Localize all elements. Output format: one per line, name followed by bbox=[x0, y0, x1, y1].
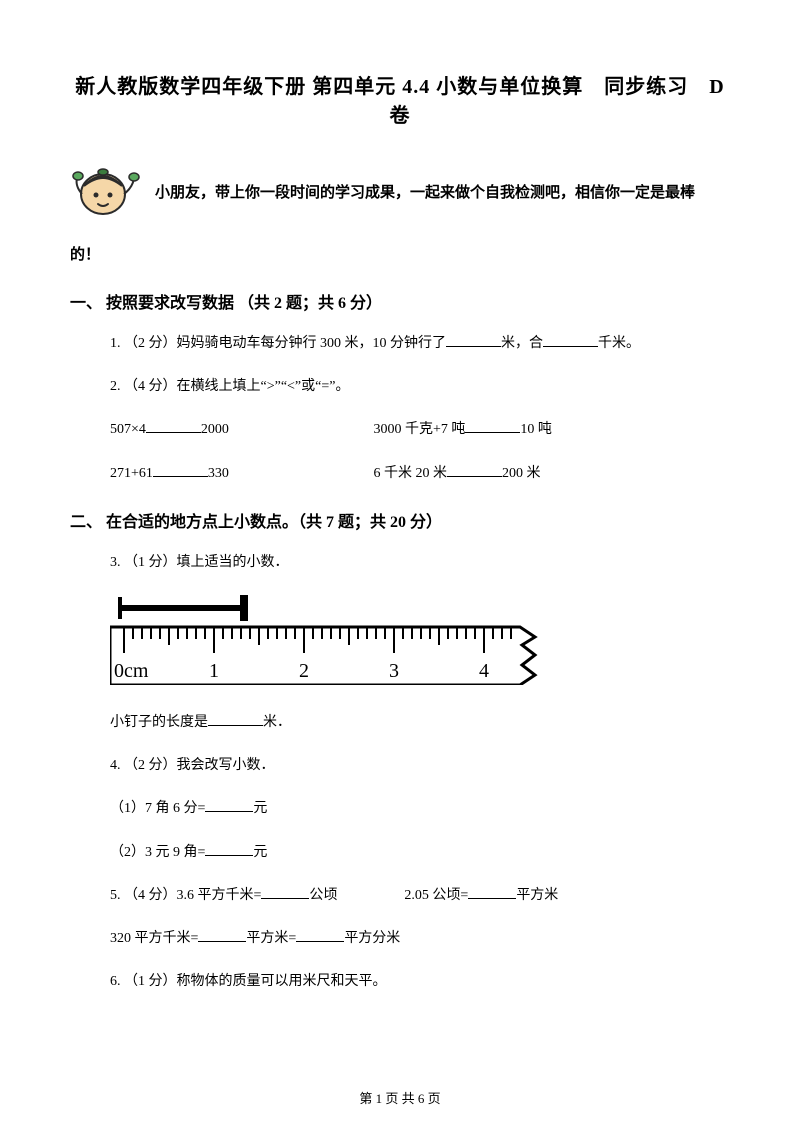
q2-row2: 271+61 330 6 千米 20 米 200 米 bbox=[110, 461, 730, 486]
question-6: 6. （1 分）称物体的质量可以用米尺和天平。 bbox=[110, 969, 730, 994]
blank bbox=[153, 463, 208, 477]
text: （2）3 元 9 角= bbox=[110, 845, 205, 860]
blank bbox=[446, 333, 501, 347]
blank bbox=[205, 842, 253, 856]
blank bbox=[208, 712, 263, 726]
q2-row1: 507×4 2000 3000 千克+7 吨 10 吨 bbox=[110, 417, 730, 442]
q4-sub2: （2）3 元 9 角= 元 bbox=[110, 840, 730, 865]
blank bbox=[447, 463, 502, 477]
q4-sub1: （1）7 角 6 分= 元 bbox=[110, 796, 730, 821]
question-5: 5. （4 分）3.6 平方千米= 公顷 2.05 公顷= 平方米 bbox=[110, 883, 730, 908]
blank bbox=[468, 885, 516, 899]
blank bbox=[146, 419, 201, 433]
blank bbox=[261, 885, 309, 899]
q5-line2: 320 平方千米= 平方米= 平方分米 bbox=[110, 926, 730, 951]
page-footer: 第 1 页 共 6 页 bbox=[0, 1088, 800, 1107]
blank bbox=[543, 333, 598, 347]
svg-text:1: 1 bbox=[209, 660, 219, 682]
q1-pre: 1. （2 分）妈妈骑电动车每分钟行 300 米，10 分钟行了 bbox=[110, 336, 446, 351]
text: 330 bbox=[208, 466, 229, 481]
text: 2.05 公顷= bbox=[404, 888, 468, 903]
text: 平方米= bbox=[246, 931, 296, 946]
q1-end: 千米。 bbox=[598, 336, 640, 351]
text: 小钉子的长度是 bbox=[110, 715, 208, 730]
blank bbox=[296, 928, 344, 942]
mascot-icon bbox=[70, 158, 140, 228]
text: 10 吨 bbox=[520, 422, 552, 437]
question-4: 4. （2 分）我会改写小数． bbox=[110, 753, 730, 778]
text: 271+61 bbox=[110, 466, 153, 481]
text: 320 平方千米= bbox=[110, 931, 198, 946]
text: 6 千米 20 米 bbox=[374, 466, 448, 481]
text: 5. （4 分）3.6 平方千米= bbox=[110, 888, 261, 903]
section-1-heading: 一、 按照要求改写数据 （共 2 题；共 6 分） bbox=[70, 289, 730, 313]
question-3: 3. （1 分）填上适当的小数． bbox=[110, 550, 730, 575]
svg-text:4: 4 bbox=[479, 660, 489, 682]
text: 米． bbox=[263, 715, 291, 730]
question-1: 1. （2 分）妈妈骑电动车每分钟行 300 米，10 分钟行了 米，合 千米。 bbox=[110, 331, 730, 356]
blank bbox=[198, 928, 246, 942]
intro-text-line1: 小朋友，带上你一段时间的学习成果，一起来做个自我检测吧，相信你一定是最棒 bbox=[155, 180, 695, 207]
q3-after: 小钉子的长度是 米． bbox=[110, 710, 730, 735]
blank bbox=[205, 798, 253, 812]
text: 200 米 bbox=[502, 466, 541, 481]
svg-text:0cm: 0cm bbox=[114, 660, 149, 682]
text: 元 bbox=[253, 845, 267, 860]
intro-text-line2: 的！ bbox=[70, 243, 730, 264]
text: （1）7 角 6 分= bbox=[110, 801, 205, 816]
q1-mid: 米，合 bbox=[501, 336, 543, 351]
page-title: 新人教版数学四年级下册 第四单元 4.4 小数与单位换算 同步练习 D 卷 bbox=[70, 70, 730, 128]
intro-row: 小朋友，带上你一段时间的学习成果，一起来做个自我检测吧，相信你一定是最棒 bbox=[70, 158, 730, 228]
blank bbox=[465, 419, 520, 433]
svg-text:3: 3 bbox=[389, 660, 399, 682]
text: 3000 千克+7 吨 bbox=[374, 422, 466, 437]
ruler-diagram: 0cm 1 2 3 4 bbox=[110, 593, 730, 690]
text: 元 bbox=[253, 801, 267, 816]
text: 公顷 bbox=[309, 888, 337, 903]
text: 平方分米 bbox=[344, 931, 400, 946]
section-2-heading: 二、 在合适的地方点上小数点。（共 7 题；共 20 分） bbox=[70, 508, 730, 532]
text: 平方米 bbox=[516, 888, 558, 903]
text: 507×4 bbox=[110, 422, 146, 437]
question-2: 2. （4 分）在横线上填上“>”“<”或“=”。 bbox=[110, 374, 730, 399]
text: 2000 bbox=[201, 422, 229, 437]
svg-text:2: 2 bbox=[299, 660, 309, 682]
